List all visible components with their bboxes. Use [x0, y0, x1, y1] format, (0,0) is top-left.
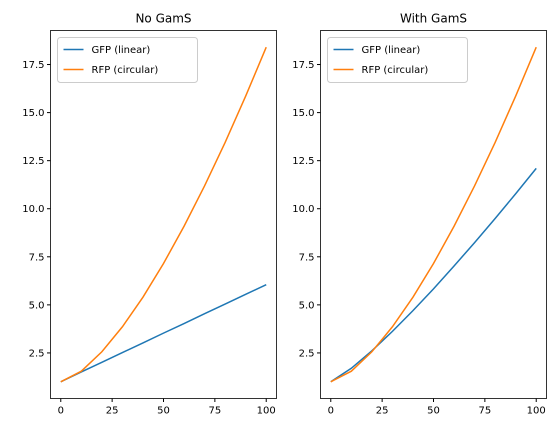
y-tick-label: 7.5	[29, 252, 45, 263]
y-tick-label: 5.0	[299, 300, 315, 311]
x-tick-label: 75	[478, 406, 491, 417]
legend-label: GFP (linear)	[362, 45, 421, 56]
y-tick-label: 10.0	[292, 204, 314, 215]
chart-title: No GamS	[135, 12, 191, 26]
line	[60, 283, 267, 383]
legend-box	[327, 37, 468, 83]
axes-frame	[50, 30, 277, 399]
axes-frame	[320, 30, 547, 399]
line	[330, 46, 537, 383]
x-tick-label: 0	[58, 406, 64, 417]
legend-label: RFP (circular)	[92, 65, 159, 76]
y-tick-label: 17.5	[22, 60, 44, 71]
y-tick-label: 10.0	[22, 204, 44, 215]
y-tick-label: 7.5	[299, 252, 315, 263]
legend-label: GFP (linear)	[92, 45, 151, 56]
y-tick-label: 12.5	[22, 156, 44, 167]
y-tick-label: 15.0	[292, 108, 314, 119]
x-tick-label: 25	[106, 406, 119, 417]
y-tick-label: 17.5	[292, 60, 314, 71]
legend-box	[57, 37, 198, 83]
y-tick-label: 5.0	[29, 300, 45, 311]
chart-title: With GamS	[400, 12, 467, 26]
y-tick-label: 12.5	[292, 156, 314, 167]
y-tick-label: 2.5	[299, 348, 315, 359]
line	[330, 167, 537, 383]
y-tick-label: 2.5	[29, 348, 45, 359]
line	[60, 46, 267, 383]
x-tick-label: 0	[328, 406, 334, 417]
x-tick-label: 100	[257, 406, 276, 417]
x-tick-label: 75	[208, 406, 221, 417]
legend-label: RFP (circular)	[362, 65, 429, 76]
x-tick-label: 50	[427, 406, 440, 417]
x-tick-label: 50	[157, 406, 170, 417]
x-tick-label: 100	[527, 406, 546, 417]
x-tick-label: 25	[376, 406, 389, 417]
y-tick-label: 15.0	[22, 108, 44, 119]
